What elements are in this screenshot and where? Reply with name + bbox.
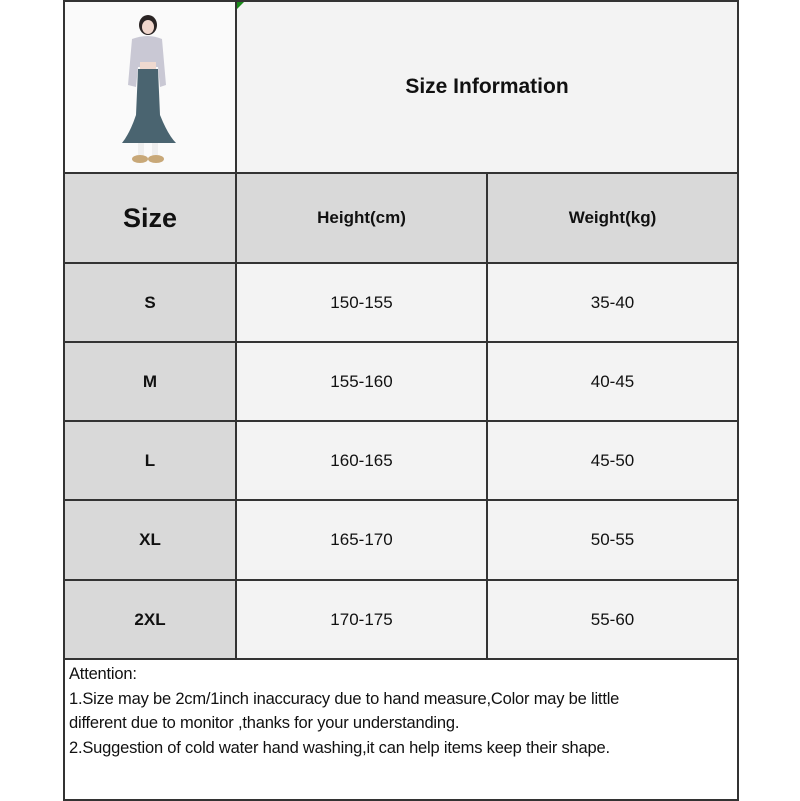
weight-cell: 55-60 — [488, 581, 737, 658]
height-cell: 150-155 — [237, 264, 488, 341]
note-line: different due to monitor ,thanks for you… — [69, 714, 460, 732]
height-cell: 160-165 — [237, 422, 488, 499]
size-cell: XL — [65, 501, 237, 579]
weight-cell: 45-50 — [488, 422, 737, 499]
note-line: 2.Suggestion of cold water hand washing,… — [69, 738, 610, 757]
weight-cell: 35-40 — [488, 264, 737, 341]
corner-marker-icon — [237, 2, 244, 9]
header-weight: Weight(kg) — [488, 174, 737, 262]
table-row: 2XL 170-175 55-60 — [65, 579, 737, 660]
table-row: M 155-160 40-45 — [65, 341, 737, 422]
size-cell: S — [65, 264, 237, 341]
weight-cell: 40-45 — [488, 343, 737, 420]
header-height: Height(cm) — [237, 174, 488, 262]
table-row: L 160-165 45-50 — [65, 420, 737, 501]
table-header-row: Size Height(cm) Weight(kg) — [65, 172, 737, 264]
attention-notes: Attention: 1.Size may be 2cm/1inch inacc… — [65, 658, 737, 799]
height-cell: 155-160 — [237, 343, 488, 420]
page-title: Size Information — [237, 2, 737, 172]
product-photo — [65, 2, 237, 172]
height-cell: 165-170 — [237, 501, 488, 579]
size-cell: L — [65, 422, 237, 499]
size-chart: Size Information Size Height(cm) Weight(… — [63, 0, 739, 801]
weight-cell: 50-55 — [488, 501, 737, 579]
notes-heading: Attention: — [69, 665, 137, 683]
note-line: 1.Size may be 2cm/1inch inaccuracy due t… — [69, 689, 620, 708]
table-row: S 150-155 35-40 — [65, 262, 737, 343]
size-cell: 2XL — [65, 581, 237, 658]
model-wearing-denim-skirt-image — [122, 15, 176, 163]
header-size: Size — [65, 174, 237, 262]
size-cell: M — [65, 343, 237, 420]
table-row: XL 165-170 50-55 — [65, 499, 737, 581]
height-cell: 170-175 — [237, 581, 488, 658]
